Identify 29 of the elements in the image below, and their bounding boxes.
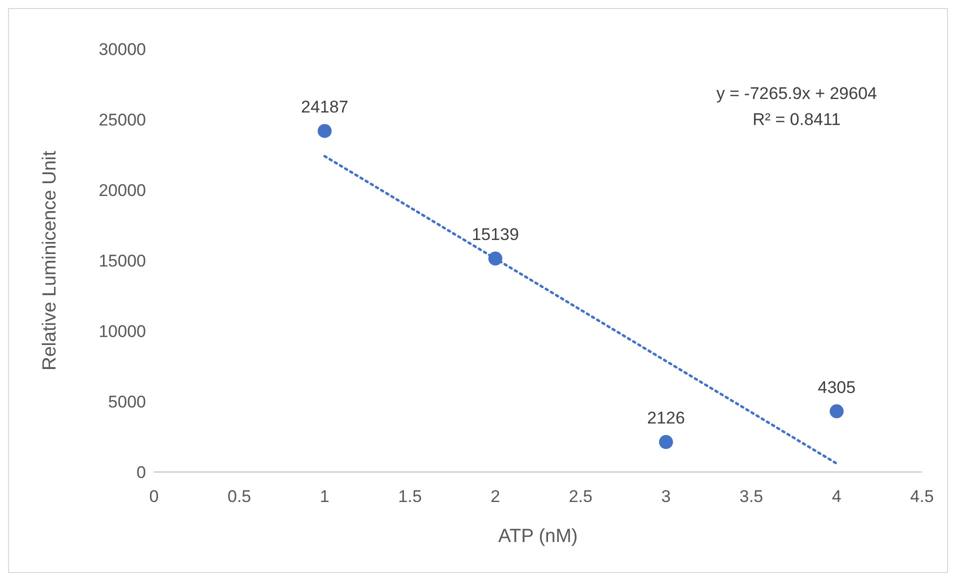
point (318, 124, 332, 138)
data-label: 4305 (818, 378, 856, 397)
x-tick-label: 3 (661, 487, 671, 506)
x-tick-label: 2.5 (568, 487, 592, 506)
x-tick-label: 0 (149, 487, 159, 506)
annotation: y = -7265.9x + 29604 (716, 83, 877, 105)
x-tick-label: 2 (490, 487, 500, 506)
x-tick-label: 4.5 (910, 487, 934, 506)
x-tick-label: 3.5 (740, 487, 764, 506)
x-tick-label: 1 (320, 487, 330, 506)
y-tick-label: 30000 (98, 40, 146, 60)
data-label: 15139 (472, 225, 519, 244)
data-label: 24187 (301, 97, 348, 116)
point (659, 435, 673, 450)
point (488, 252, 502, 266)
y-tick-label: 5000 (108, 392, 146, 412)
y-tick-label: 25000 (98, 110, 146, 130)
annotation: R² = 0.8411 (752, 109, 842, 131)
data-label: 2126 (647, 408, 685, 428)
x-tick-label: 4 (832, 487, 842, 506)
x-tick-label: 1.5 (398, 487, 422, 506)
y-tick-label: 15000 (98, 252, 146, 271)
y-tick-label: 20000 (98, 181, 146, 200)
point (830, 404, 844, 418)
x-tick-label: 0.5 (228, 487, 252, 506)
y-tick-label: 0 (136, 463, 146, 482)
y-tick-label: 10000 (98, 322, 146, 342)
y-axis-title: Relative Luminicence Unit (40, 150, 61, 370)
x-axis-title: ATP (nM) (498, 526, 578, 547)
